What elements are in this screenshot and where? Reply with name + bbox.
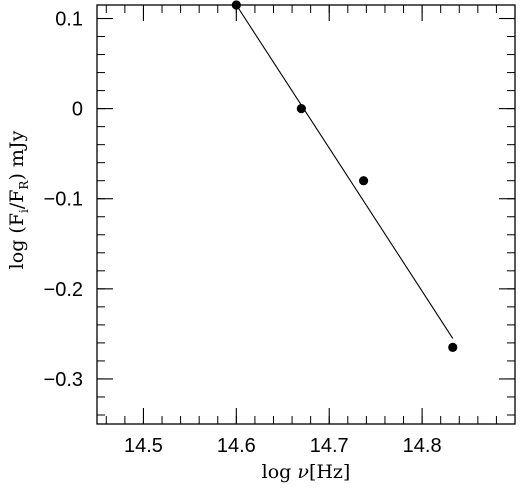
x-axis-title: log ν[Hz] (262, 461, 351, 483)
fit-line (235, 4, 454, 339)
y-tick-label: −0.3 (44, 369, 83, 391)
data-points (231, 0, 458, 353)
data-point (296, 104, 306, 114)
data-point (358, 176, 369, 186)
x-tick-label: 14.8 (403, 435, 442, 457)
x-tick-label: 14.7 (310, 435, 349, 457)
y-tick-label: −0.1 (44, 189, 83, 211)
y-tick-label: 0 (72, 99, 83, 121)
x-tick-labels: 14.5 14.6 14.7 14.8 (124, 435, 442, 457)
data-point (448, 342, 458, 353)
y-axis-title: log (Fi/FR) mJy (6, 130, 31, 269)
plot-frame (96, 4, 516, 425)
y-tick-label: −0.2 (44, 279, 83, 301)
minor-ticks (97, 5, 515, 424)
data-point (231, 0, 241, 10)
major-ticks (97, 5, 515, 424)
y-tick-label: 0.1 (55, 9, 83, 31)
x-tick-label: 14.5 (124, 435, 163, 457)
y-tick-labels: 0.1 0 −0.1 −0.2 −0.3 (44, 9, 83, 391)
x-tick-label: 14.6 (217, 435, 256, 457)
